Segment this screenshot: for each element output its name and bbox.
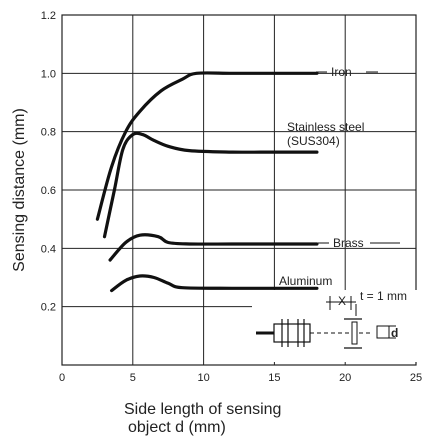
target-plate-edge: [351, 321, 358, 345]
series-labels: Iron Stainless steel (SUS304) Brass Alum…: [279, 65, 400, 288]
x-tick-label: 20: [339, 372, 351, 384]
y-tick-label: 1.2: [41, 10, 56, 22]
x-dimension-label: X: [338, 294, 346, 308]
x-tick-label: 5: [130, 372, 136, 384]
y-tick-label: 0.2: [41, 302, 56, 314]
series-label-aluminum: Aluminum: [279, 274, 332, 288]
x-axis-title-line2: object d (mm): [128, 419, 226, 436]
target-d-label: d: [391, 326, 398, 340]
iron-curve: [95, 71, 319, 221]
thickness-label: t = 1 mm: [360, 289, 407, 303]
tick-labels: 0 5 10 15 20 25 0.2 0.4 0.6 0.8 1.0 1.2: [41, 10, 422, 384]
brass-curve: [108, 233, 319, 262]
y-axis-title: Sensing distance (mm): [11, 108, 28, 272]
x-tick-label: 15: [268, 372, 280, 384]
series-label-iron: Iron: [331, 65, 352, 79]
series-curves: [95, 71, 319, 293]
y-tick-label: 0.4: [41, 243, 56, 255]
x-axis-title-line1: Side length of sensing: [124, 401, 281, 418]
x-tick-label: 10: [197, 372, 209, 384]
target-square: [376, 325, 390, 339]
y-tick-label: 0.8: [41, 127, 56, 139]
y-tick-label: 1.0: [41, 68, 56, 80]
x-tick-label: 25: [410, 372, 422, 384]
x-tick-label: 0: [59, 372, 65, 384]
series-label-brass: Brass: [333, 236, 364, 250]
series-label-stainless-line2: (SUS304): [287, 134, 340, 148]
stainless-steel-curve: [102, 131, 319, 239]
series-label-stainless-line1: Stainless steel: [287, 120, 364, 134]
sensor-diagram: X t = 1 mm d: [252, 289, 424, 362]
y-tick-label: 0.6: [41, 185, 56, 197]
aluminum-curve: [110, 274, 319, 293]
